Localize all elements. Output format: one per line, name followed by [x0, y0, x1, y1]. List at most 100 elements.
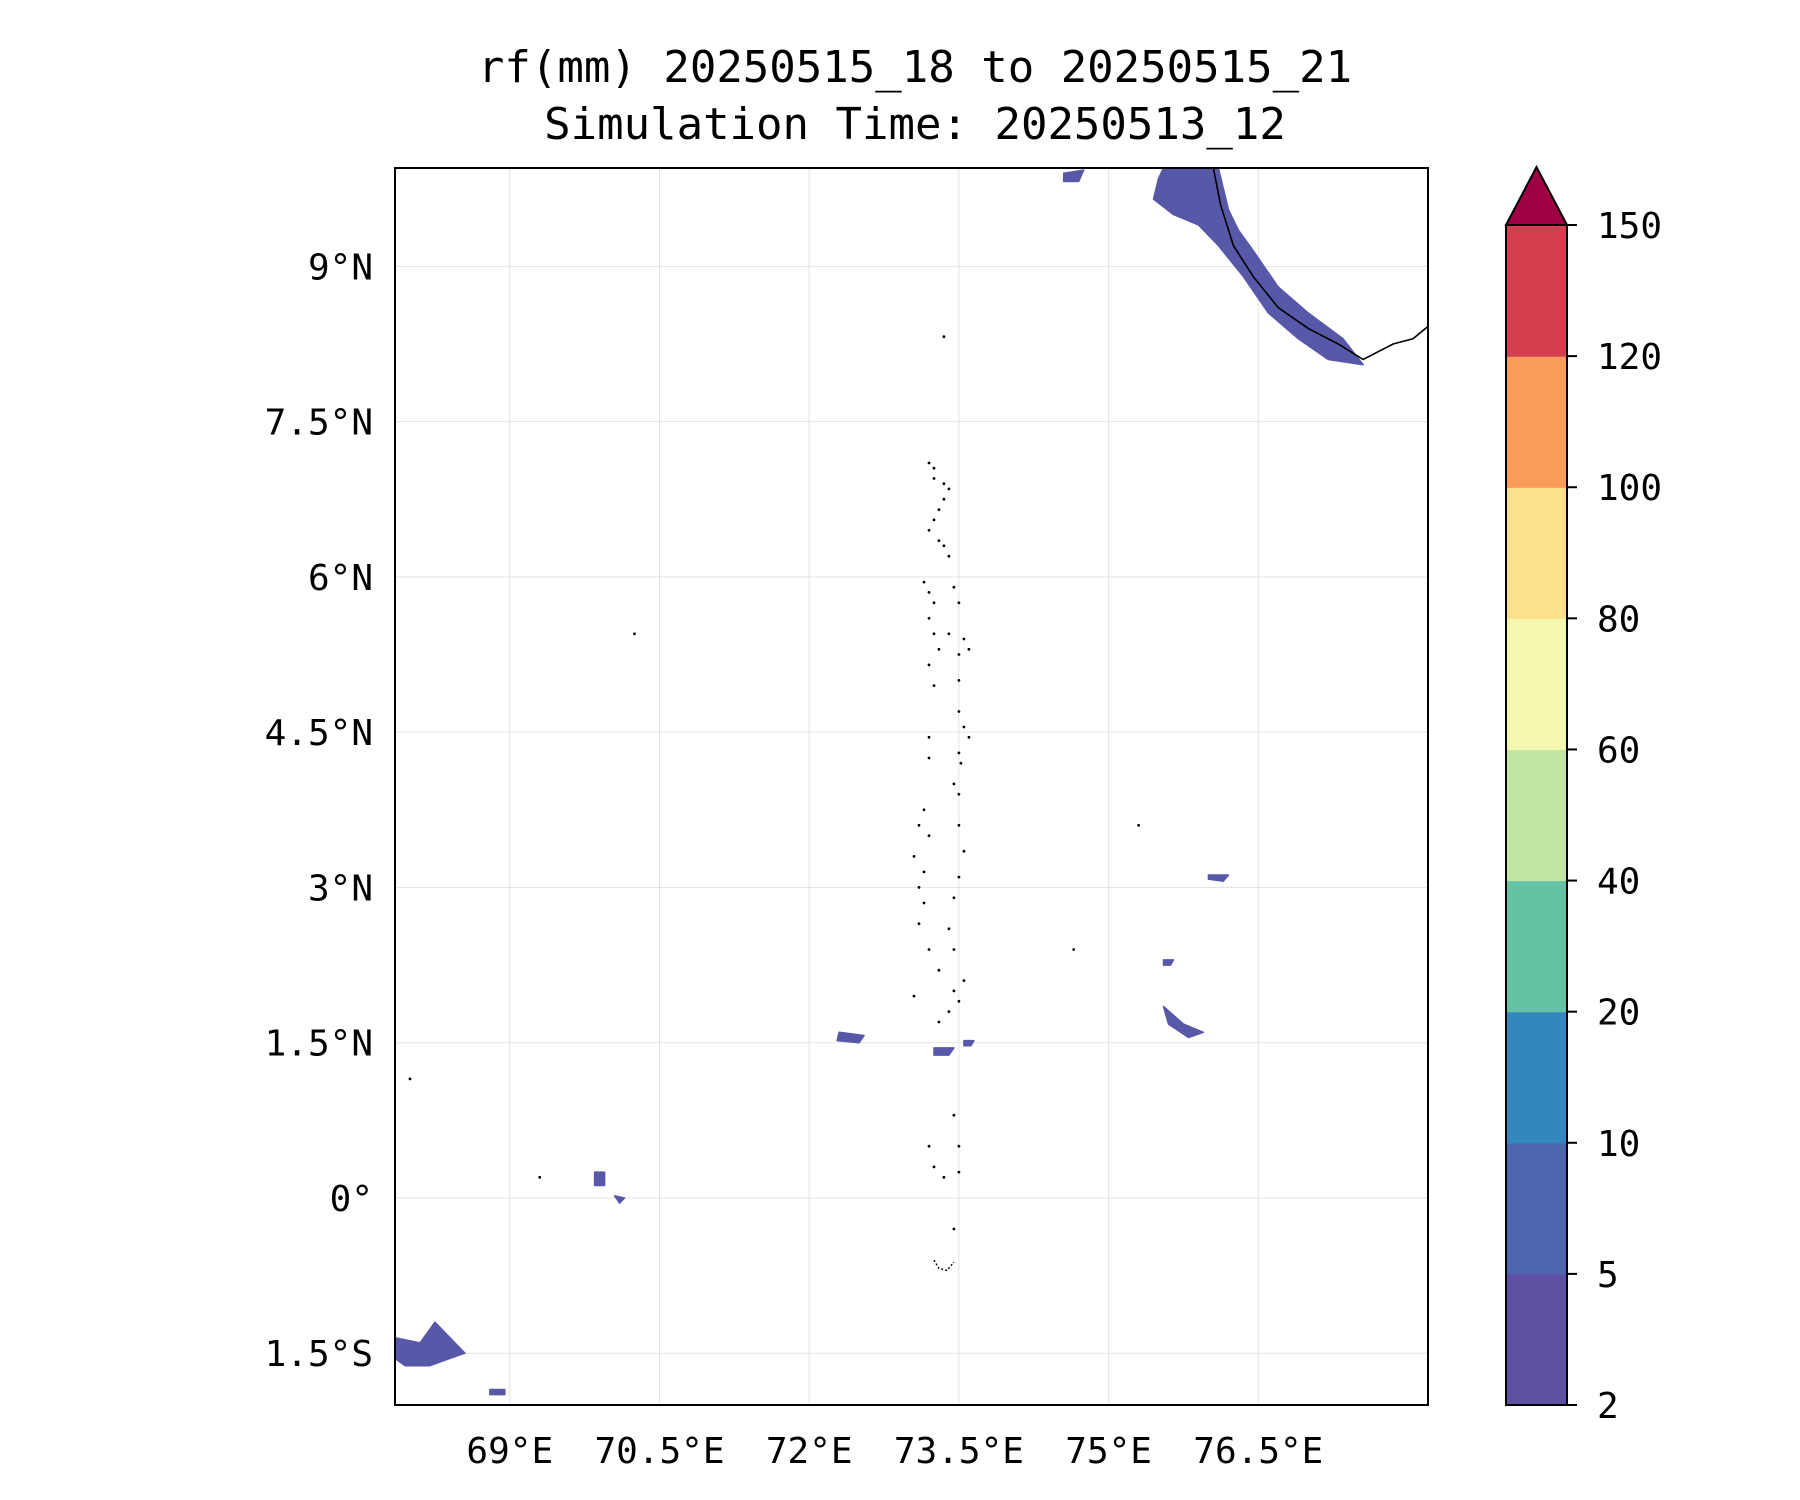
colorbar-tick-label: 20	[1597, 993, 1640, 1034]
island-dot	[927, 461, 931, 465]
island-dot	[633, 632, 636, 636]
colorbar-tick-label: 60	[1597, 730, 1640, 771]
island-dot	[927, 735, 931, 739]
island-dot	[942, 544, 946, 548]
colorbar-band	[1506, 356, 1567, 488]
island-dot	[922, 870, 926, 874]
colorbar-frame	[1505, 224, 1568, 1406]
rain-patch-blob-3	[963, 1039, 975, 1047]
lat-tick-label: 6°N	[308, 558, 373, 599]
island-dot	[922, 580, 926, 584]
island-dot	[962, 979, 966, 982]
island-dot	[927, 591, 931, 594]
island-dot	[962, 725, 966, 729]
island-dot	[947, 632, 951, 636]
island-dot	[957, 1144, 961, 1148]
island-dot	[932, 477, 936, 480]
colorbar-tick-label: 120	[1597, 337, 1662, 378]
rain-patch-lakshadweep-blob	[1062, 169, 1085, 183]
island-dot	[947, 487, 951, 491]
island-dot	[947, 1010, 951, 1013]
colorbar-tick-label: 10	[1597, 1124, 1640, 1165]
lat-tick-label: 9°N	[308, 247, 373, 288]
colorbar-band	[1506, 749, 1567, 882]
map-frame	[394, 167, 1429, 1406]
rain-patch-south-west-blob	[395, 1321, 466, 1367]
colorbar-band	[1506, 1273, 1567, 1406]
island-dot	[912, 994, 916, 998]
coastline-india	[1212, 168, 1428, 361]
colorbar-band	[1506, 1142, 1567, 1275]
island-dot	[927, 663, 931, 667]
island-dot	[942, 335, 946, 339]
island-dot	[952, 585, 956, 589]
island-dot	[912, 855, 916, 858]
island-dot	[957, 1170, 961, 1174]
island-dot	[932, 632, 936, 636]
lon-tick-label: 76.5°E	[1193, 1431, 1323, 1472]
island-dot	[1072, 948, 1076, 951]
island-dot	[917, 922, 921, 926]
colorbar-tick-label: 40	[1597, 862, 1640, 903]
island-dot	[937, 539, 941, 543]
lon-tick-label: 70.5°E	[594, 1431, 724, 1472]
map-content	[395, 168, 1428, 1396]
lon-tick-label: 69°E	[466, 1431, 553, 1472]
lat-tick-label: 3°N	[308, 868, 373, 909]
island-dot	[927, 834, 931, 838]
island-dot	[957, 710, 961, 713]
island-dot	[927, 616, 931, 620]
rain-patch-west-india-coast	[1152, 168, 1364, 366]
lat-tick-label: 0°	[330, 1179, 373, 1220]
lon-tick-label: 72°E	[766, 1431, 853, 1472]
island-dot	[957, 875, 961, 879]
island-dot	[932, 466, 936, 470]
lat-tick-label: 1.5°N	[265, 1024, 373, 1065]
lon-tick-label: 75°E	[1065, 1431, 1152, 1472]
rain-patch-blob-7	[593, 1171, 606, 1187]
island-dot	[932, 684, 936, 687]
colorbar-band	[1506, 225, 1567, 357]
colorbar-band	[1506, 487, 1567, 619]
island-dot	[917, 886, 921, 889]
rain-patch-blob-6	[1207, 874, 1230, 882]
colorbar: 2 5 10 20 40 60 80 100 120 150	[1504, 164, 1662, 1427]
lat-tick-label: 7.5°N	[265, 403, 373, 444]
rain-patch-blob-9	[489, 1388, 506, 1396]
island-dot	[959, 761, 963, 765]
island-dot	[942, 482, 946, 486]
island-dot	[927, 756, 931, 760]
island-dot	[927, 528, 931, 532]
island-dot	[957, 823, 961, 827]
island-dot	[967, 647, 971, 651]
island-dot	[962, 637, 966, 641]
island-dot	[408, 1077, 412, 1081]
island-dot	[957, 679, 961, 682]
island-dot	[952, 948, 956, 951]
island-dot	[932, 1165, 936, 1169]
island-dot	[947, 554, 951, 558]
island-dot	[932, 518, 936, 522]
island-dot	[952, 989, 956, 993]
island-dot	[952, 1227, 956, 1231]
rain-patch-blob-8	[613, 1195, 626, 1204]
title-line-1: rf(mm) 20250515_18 to 20250515_21	[477, 42, 1353, 93]
atoll-outline	[933, 1259, 955, 1272]
island-dot	[957, 999, 961, 1003]
island-dot	[957, 792, 961, 796]
colorbar-tick-label: 5	[1597, 1255, 1619, 1296]
island-dot	[952, 896, 956, 900]
island-dot	[927, 948, 931, 951]
colorbar-tick-label: 2	[1597, 1386, 1619, 1427]
island-dot	[917, 823, 921, 827]
island-dot	[937, 1020, 941, 1024]
colorbar-band	[1506, 880, 1567, 1013]
island-dot	[942, 497, 946, 501]
colorbar-extend-triangle	[1504, 164, 1569, 226]
island-dot	[957, 653, 961, 656]
lat-tick-label: 4.5°N	[265, 713, 373, 754]
island-dot	[937, 508, 941, 511]
rain-patch-blob-2	[933, 1047, 955, 1056]
island-dot	[967, 735, 971, 739]
